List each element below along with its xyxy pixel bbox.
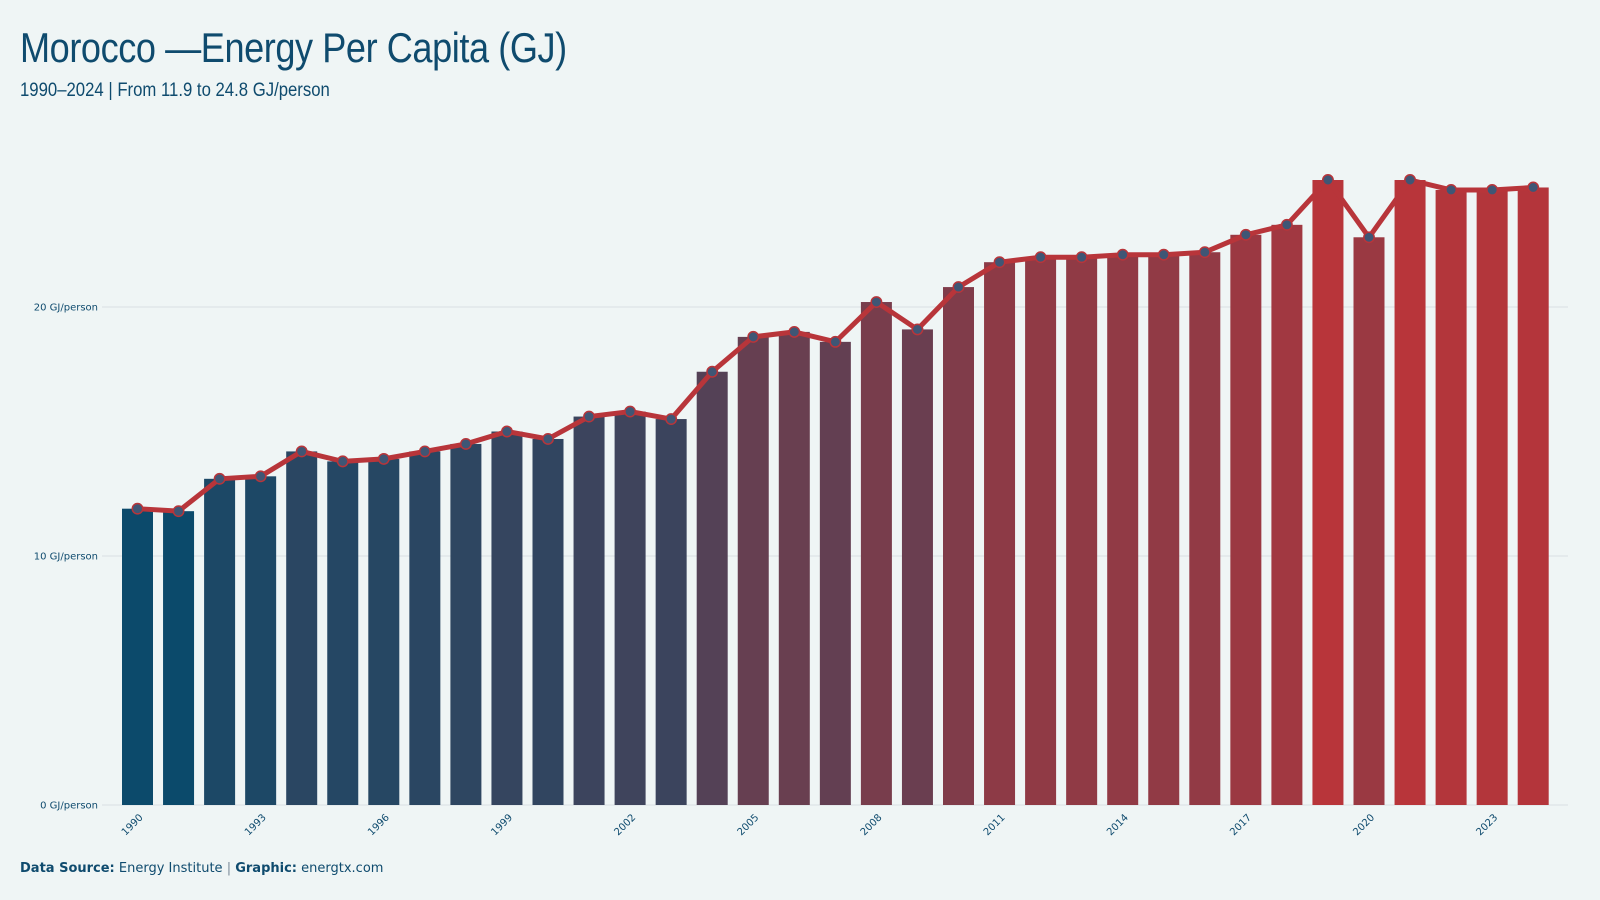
marker-1999 <box>501 425 513 438</box>
marker-2003 <box>665 413 678 425</box>
marker-1997 <box>418 445 431 458</box>
bar-2001 <box>573 416 605 805</box>
x-tick-label-2005: 2005 <box>736 812 762 838</box>
source-value: Energy Institute <box>118 861 223 876</box>
bar-1995 <box>327 461 359 805</box>
bar-1994 <box>286 451 318 805</box>
marker-1998 <box>459 438 472 450</box>
bar-2002 <box>614 411 646 805</box>
marker-2001 <box>583 410 595 423</box>
x-tick-label-2011: 2011 <box>982 812 1008 838</box>
bar-2007 <box>819 341 851 805</box>
x-tick-label-2008: 2008 <box>859 812 885 838</box>
marker-2016 <box>1198 246 1211 259</box>
marker-2011 <box>993 256 1006 269</box>
marker-2013 <box>1075 251 1088 264</box>
markers <box>131 174 1540 518</box>
source-label: Data Source: <box>20 861 115 876</box>
marker-1995 <box>336 455 349 468</box>
bar-2015 <box>1148 254 1180 805</box>
bar-2005 <box>737 336 769 805</box>
x-axis-ticks: 1990 1993 1996 1999 2002 2005 2008 2011 2014 2017… <box>120 812 1500 838</box>
bar-2003 <box>655 419 687 805</box>
graphic-value: energtx.com <box>301 861 384 876</box>
bar-2004 <box>696 371 728 805</box>
bar-1996 <box>368 458 400 805</box>
marker-2021 <box>1404 174 1417 186</box>
bar-2018 <box>1271 224 1303 805</box>
bar-2023 <box>1476 189 1508 806</box>
bar-1998 <box>450 443 482 805</box>
bar-2014 <box>1107 254 1139 805</box>
marker-2014 <box>1116 248 1129 261</box>
marker-2010 <box>952 281 965 294</box>
marker-1996 <box>377 452 390 465</box>
bars <box>122 180 1549 806</box>
marker-2006 <box>788 325 801 338</box>
marker-2024 <box>1527 181 1540 194</box>
marker-2017 <box>1239 228 1252 241</box>
marker-2008 <box>870 296 883 308</box>
marker-2004 <box>706 365 719 378</box>
footer: Data Source: Energy Institute | Graphic:… <box>20 861 383 876</box>
marker-2000 <box>542 433 554 445</box>
marker-2005 <box>747 330 760 343</box>
marker-2015 <box>1157 248 1170 261</box>
chart-title: Morocco —Energy Per Capita (GJ) <box>20 24 567 71</box>
marker-2020 <box>1363 231 1375 244</box>
bar-1991 <box>163 511 195 805</box>
marker-1991 <box>172 505 185 518</box>
marker-1993 <box>254 470 267 483</box>
bar-2008 <box>860 302 892 805</box>
bar-2022 <box>1435 189 1467 806</box>
x-tick-label-2014: 2014 <box>1105 812 1131 838</box>
marker-2022 <box>1445 184 1458 196</box>
marker-1994 <box>295 445 308 458</box>
bar-2010 <box>943 287 974 806</box>
marker-2018 <box>1280 218 1293 231</box>
bar-2024 <box>1517 187 1549 806</box>
x-tick-label-2017: 2017 <box>1228 812 1254 838</box>
bar-1999 <box>491 431 523 805</box>
marker-1990 <box>131 502 144 515</box>
bar-2000 <box>532 438 564 805</box>
marker-2019 <box>1322 174 1334 186</box>
x-tick-label-2002: 2002 <box>612 812 638 838</box>
bar-2017 <box>1230 234 1262 806</box>
bar-2020 <box>1353 237 1385 805</box>
bar-2021 <box>1394 180 1426 805</box>
marker-2012 <box>1034 251 1047 264</box>
marker-2009 <box>911 323 924 336</box>
bar-1990 <box>122 508 153 805</box>
chart-subtitle: 1990–2024 | From 11.9 to 24.8 GJ/person <box>20 80 330 101</box>
x-tick-label-2023: 2023 <box>1474 812 1500 838</box>
y-tick-label-0: 0 GJ/person <box>40 801 98 812</box>
bar-2016 <box>1189 252 1221 806</box>
x-tick-label-1993: 1993 <box>243 812 269 838</box>
bar-2013 <box>1066 257 1098 805</box>
marker-2023 <box>1486 184 1499 196</box>
bar-1992 <box>204 478 236 805</box>
y-tick-label-20: 20 GJ/person <box>34 303 98 314</box>
bar-1993 <box>245 476 277 805</box>
bar-2019 <box>1312 180 1344 805</box>
x-tick-label-1990: 1990 <box>120 812 146 838</box>
bar-2006 <box>778 331 810 805</box>
bar-2012 <box>1025 257 1057 805</box>
x-tick-label-2020: 2020 <box>1351 812 1377 838</box>
x-tick-label-1999: 1999 <box>489 812 515 838</box>
marker-2007 <box>829 335 842 348</box>
marker-2002 <box>624 405 637 418</box>
bar-2009 <box>901 329 933 805</box>
graphic-label: Graphic: <box>235 861 297 876</box>
y-tick-label-10: 10 GJ/person <box>34 552 98 563</box>
footer-separator: | <box>226 861 232 876</box>
y-axis-ticks: 0 GJ/person 10 GJ/person 20 GJ/person <box>34 303 98 812</box>
bar-1997 <box>409 451 441 805</box>
x-tick-label-1996: 1996 <box>366 812 392 838</box>
marker-1992 <box>213 472 226 485</box>
bar-2011 <box>984 262 1016 805</box>
